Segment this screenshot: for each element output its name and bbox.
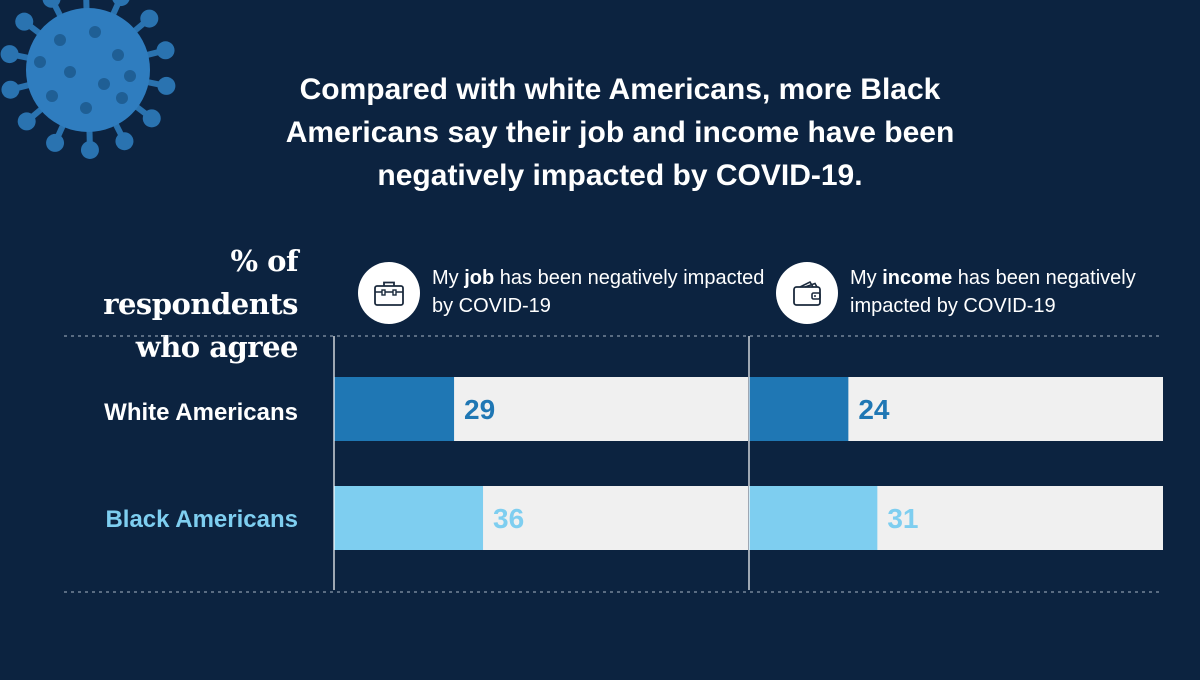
income-keyword: income <box>882 267 953 289</box>
category-label-white: White Americans <box>104 399 298 426</box>
job-icon-badge <box>358 262 420 324</box>
briefcase-icon <box>374 281 404 306</box>
income-icon-badge <box>776 262 838 324</box>
data-label-job-black: 36 <box>493 503 524 534</box>
bar-income-black <box>749 486 878 550</box>
bar-job-white <box>334 377 455 441</box>
wallet-icon <box>793 280 821 306</box>
income-panel-label: My income has been negatively impacted b… <box>850 267 1136 317</box>
data-label-income-black: 31 <box>887 503 918 534</box>
bar-job-black <box>334 486 484 550</box>
data-label-job-white: 29 <box>464 394 495 425</box>
data-label-income-white: 24 <box>858 394 890 425</box>
job-panel-label: My job has been negatively impacted by C… <box>432 267 765 317</box>
chart-title: Compared with white Americans, more Blac… <box>285 73 955 192</box>
bar-income-white <box>749 377 849 441</box>
virus-illustration <box>0 0 176 159</box>
job-keyword: job <box>464 267 495 289</box>
category-label-black: Black Americans <box>105 506 298 533</box>
